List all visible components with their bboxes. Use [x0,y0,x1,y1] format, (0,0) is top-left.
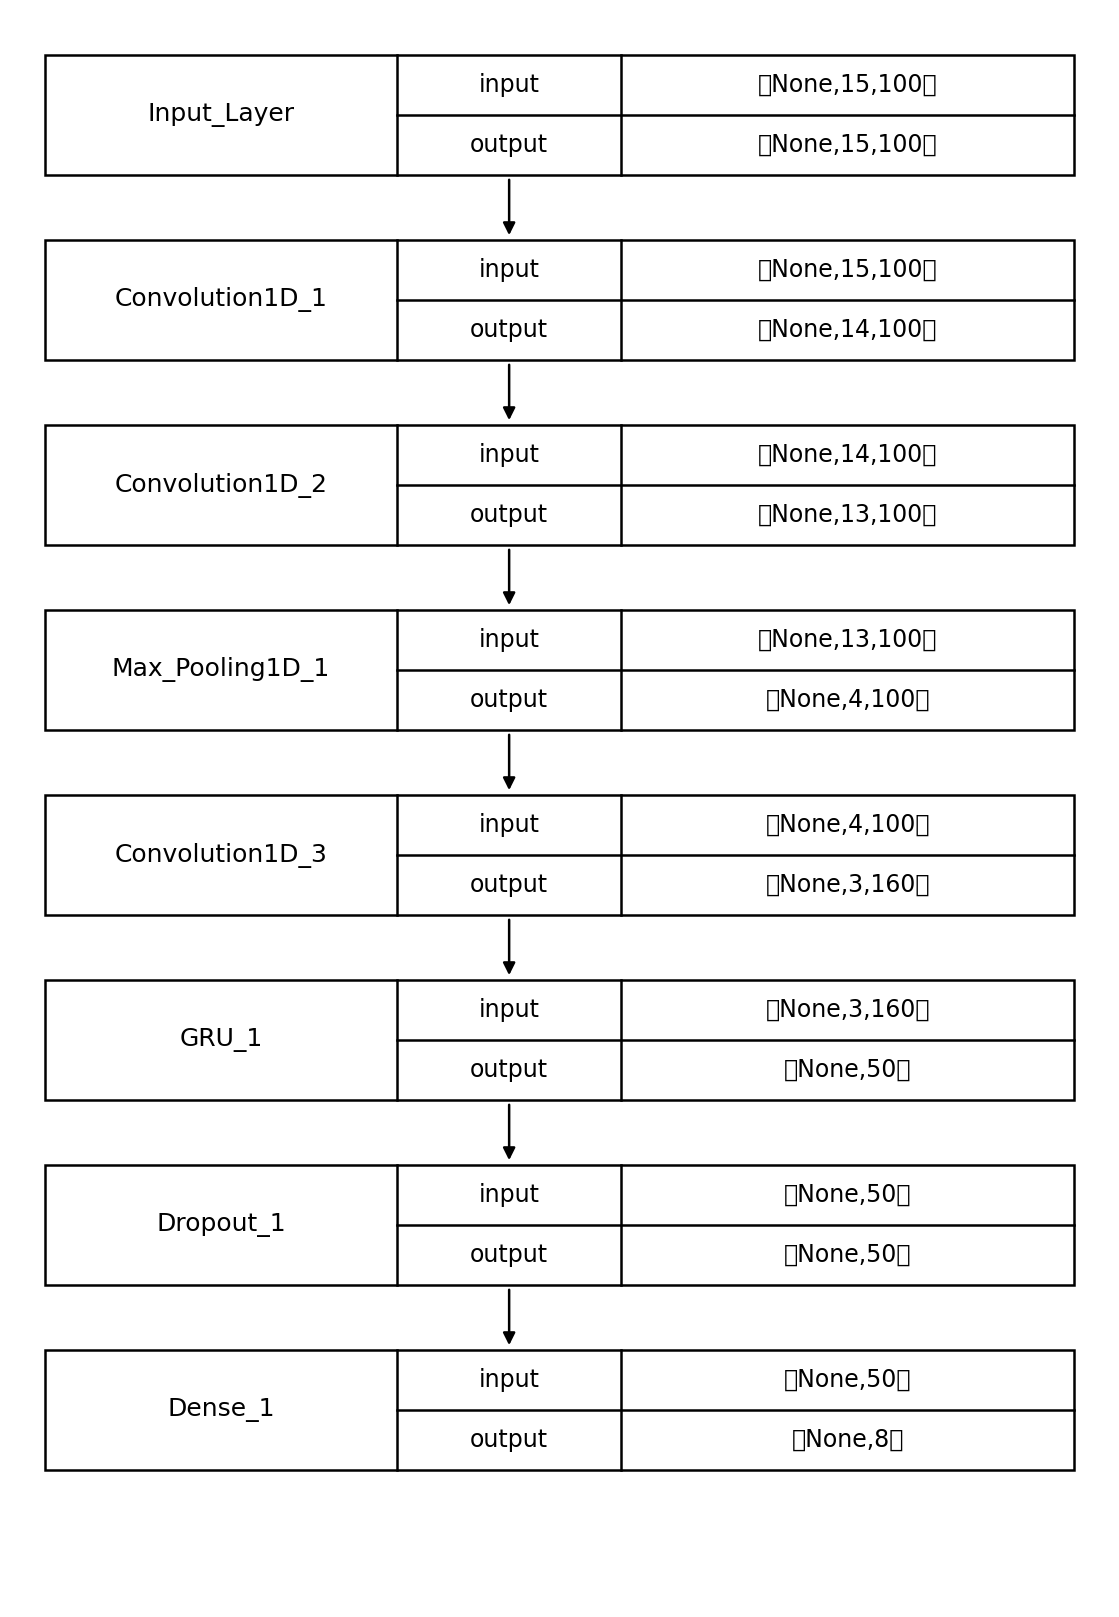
Text: output: output [470,873,548,897]
Text: Dense_1: Dense_1 [167,1399,275,1421]
Text: Convolution1D_3: Convolution1D_3 [114,842,328,867]
Text: output: output [470,1243,548,1268]
Bar [45,425,1074,545]
Text: input: input [479,1184,539,1206]
Text: （None,14,100）: （None,14,100） [758,319,938,343]
Text: （None,8）: （None,8） [791,1428,904,1452]
Text: （None,4,100）: （None,4,100） [765,687,930,711]
Text: Input_Layer: Input_Layer [148,103,294,128]
Text: input: input [479,443,539,467]
Text: （None,15,100）: （None,15,100） [758,259,938,281]
Text: （None,13,100）: （None,13,100） [758,627,938,652]
Bar [45,980,1074,1100]
Bar [45,55,1074,175]
Bar [45,610,1074,729]
Text: output: output [470,1058,548,1082]
Text: input: input [479,259,539,281]
Text: （None,14,100）: （None,14,100） [758,443,938,467]
Bar [45,239,1074,361]
Bar [45,1350,1074,1470]
Text: input: input [479,998,539,1022]
Text: Convolution1D_1: Convolution1D_1 [114,288,328,312]
Text: Dropout_1: Dropout_1 [157,1213,285,1237]
Text: （None,50）: （None,50） [784,1058,911,1082]
Text: （None,50）: （None,50） [784,1368,911,1392]
Text: （None,15,100）: （None,15,100） [758,133,938,157]
Text: GRU_1: GRU_1 [179,1028,263,1053]
Text: （None,3,160）: （None,3,160） [765,873,930,897]
Text: input: input [479,1368,539,1392]
Text: Convolution1D_2: Convolution1D_2 [114,472,328,498]
Text: input: input [479,73,539,97]
Text: （None,15,100）: （None,15,100） [758,73,938,97]
Bar [45,796,1074,915]
Text: （None,3,160）: （None,3,160） [765,998,930,1022]
Text: （None,50）: （None,50） [784,1243,911,1268]
Text: input: input [479,813,539,838]
Text: output: output [470,319,548,343]
Text: output: output [470,1428,548,1452]
Text: output: output [470,503,548,527]
Text: （None,13,100）: （None,13,100） [758,503,938,527]
Text: output: output [470,687,548,711]
Text: （None,4,100）: （None,4,100） [765,813,930,838]
Text: output: output [470,133,548,157]
Bar [45,1164,1074,1286]
Text: input: input [479,627,539,652]
Text: Max_Pooling1D_1: Max_Pooling1D_1 [112,658,330,682]
Text: （None,50）: （None,50） [784,1184,911,1206]
